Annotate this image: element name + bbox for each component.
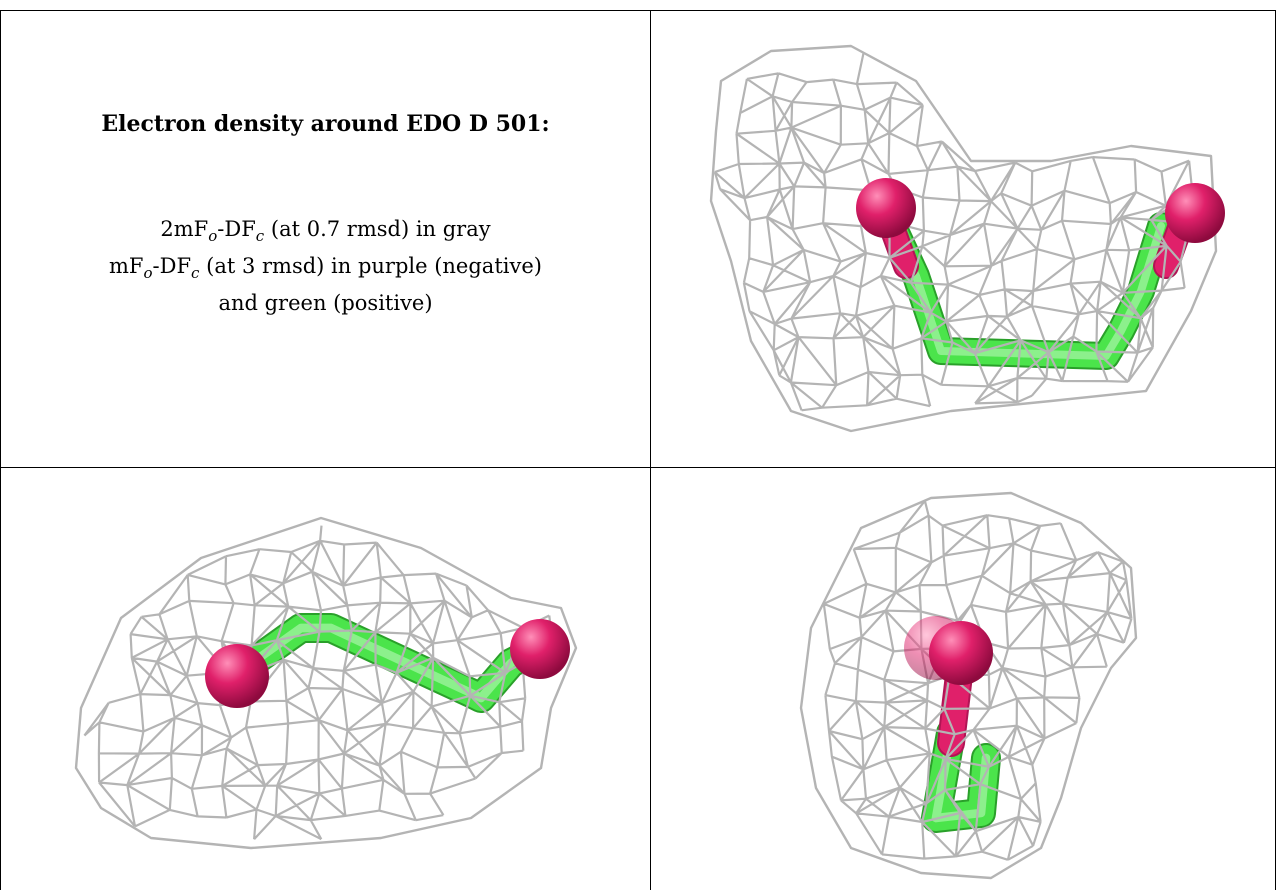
density-render-3 xyxy=(799,491,1138,880)
oxygen-atom xyxy=(929,621,993,685)
oxygen-atom xyxy=(205,644,269,708)
density-view-bottom-right xyxy=(651,468,1275,890)
density-mesh xyxy=(74,516,578,850)
oxygen-atom xyxy=(510,619,570,679)
caption-title: Electron density around EDO D 501: xyxy=(101,111,550,137)
legend-line-fo-fc: mFo-DFc (at 3 rmsd) in purple (negative) xyxy=(109,254,542,283)
legend-line-colors: and green (positive) xyxy=(218,291,433,316)
oxygen-atom xyxy=(1165,183,1225,243)
oxygen-atom xyxy=(856,178,916,238)
density-render-1 xyxy=(709,44,1225,433)
density-view-bottom-left xyxy=(1,468,650,890)
density-view-top-right xyxy=(651,11,1275,467)
caption-legend: 2mFo-DFc (at 0.7 rmsd) in gray mFo-DFc (… xyxy=(1,214,650,318)
table-border-top xyxy=(0,10,1276,11)
table-row-divider xyxy=(0,467,1276,468)
table-column-divider xyxy=(650,10,651,890)
density-mesh xyxy=(709,44,1218,433)
legend-line-2fo-fc: 2mFo-DFc (at 0.7 rmsd) in gray xyxy=(160,217,491,246)
density-mesh xyxy=(799,491,1138,880)
density-render-2 xyxy=(74,516,578,850)
caption-cell: Electron density around EDO D 501: 2mFo-… xyxy=(1,11,650,467)
table-border-left xyxy=(0,10,1,890)
